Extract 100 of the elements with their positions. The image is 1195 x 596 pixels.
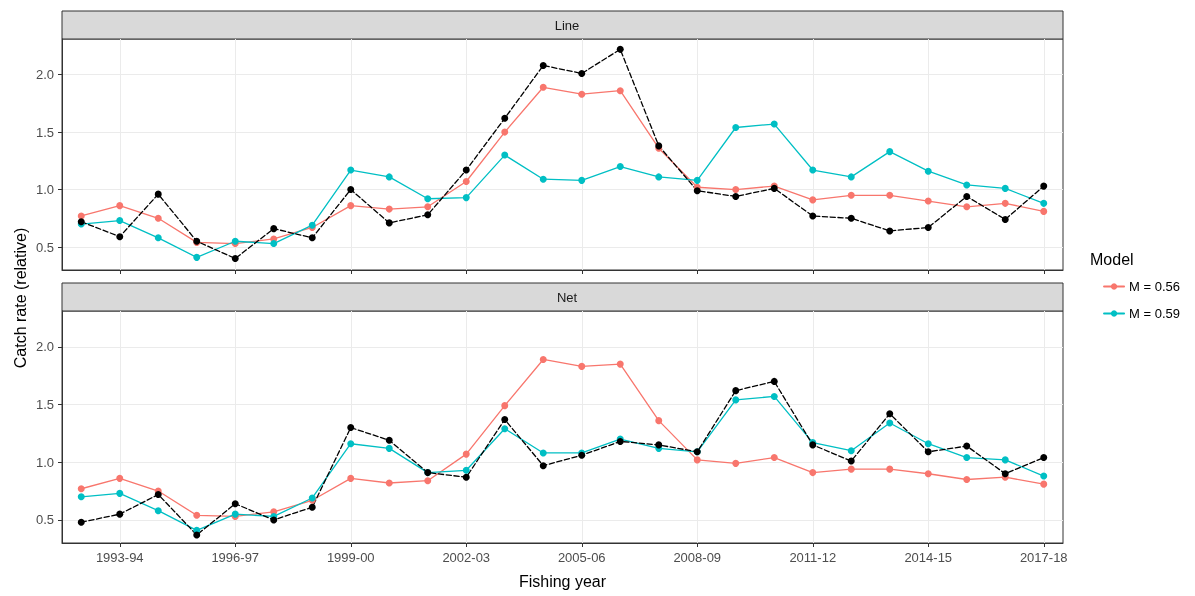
point — [1001, 456, 1009, 464]
point — [501, 114, 509, 122]
point — [616, 360, 624, 368]
legend-label: M = 0.59 — [1129, 306, 1181, 321]
point — [1040, 472, 1048, 480]
point — [231, 255, 239, 263]
x-tick-label: 2011-12 — [789, 550, 837, 565]
point — [193, 253, 201, 261]
point — [385, 219, 393, 227]
point — [732, 387, 740, 395]
point — [616, 87, 624, 95]
point — [886, 191, 894, 199]
point — [424, 477, 432, 485]
point — [732, 192, 740, 200]
y-axis-title: Catch rate (relative) — [11, 227, 29, 369]
point — [347, 440, 355, 448]
point — [886, 227, 894, 235]
point — [693, 187, 701, 195]
point — [539, 355, 547, 363]
x-tick-label: 1999-00 — [326, 550, 375, 565]
y-tick-label: 0.5 — [35, 239, 54, 255]
point — [886, 465, 894, 473]
x-tick-label: 2014-15 — [904, 550, 953, 565]
point — [924, 223, 932, 231]
point — [1040, 207, 1048, 215]
x-tick-label: 1993-94 — [95, 550, 144, 565]
point — [924, 167, 932, 175]
y-tick-label: 2.0 — [35, 67, 54, 83]
point — [385, 173, 393, 181]
point — [578, 90, 586, 98]
point — [809, 212, 817, 220]
y-tick-label: 1.5 — [35, 396, 54, 412]
x-tick-label: 2008-09 — [673, 550, 722, 565]
y-tick-label: 1.0 — [35, 454, 54, 470]
point — [116, 202, 124, 210]
point — [809, 196, 817, 204]
point — [770, 454, 778, 462]
point — [616, 45, 624, 53]
point — [77, 485, 85, 493]
point — [539, 175, 547, 183]
point — [424, 203, 432, 211]
point — [770, 120, 778, 128]
point — [886, 419, 894, 427]
point — [154, 190, 162, 198]
point — [847, 457, 855, 465]
y-tick-label: 1.5 — [35, 124, 54, 140]
point — [963, 192, 971, 200]
point — [963, 454, 971, 462]
point — [347, 474, 355, 482]
point — [501, 416, 509, 423]
point — [77, 518, 85, 526]
point — [770, 392, 778, 400]
point — [385, 444, 393, 452]
point — [193, 511, 201, 519]
chart-title: Net — [556, 290, 578, 305]
point — [924, 197, 932, 205]
point — [732, 459, 740, 467]
point — [462, 178, 470, 186]
point — [693, 456, 701, 464]
x-tick-label: 2002-03 — [442, 550, 491, 565]
point — [809, 469, 817, 477]
point — [655, 173, 663, 181]
point — [1040, 199, 1048, 207]
point — [693, 176, 701, 184]
point — [539, 83, 547, 91]
legend-title: Model — [1090, 250, 1134, 268]
point — [847, 465, 855, 473]
point — [770, 377, 778, 385]
y-tick-label: 2.0 — [35, 339, 54, 355]
point — [462, 194, 470, 202]
point — [462, 450, 470, 458]
point — [193, 531, 201, 539]
point — [539, 61, 547, 69]
point — [578, 69, 586, 77]
point — [1001, 199, 1009, 207]
point — [347, 424, 355, 432]
point — [578, 176, 586, 184]
point — [501, 402, 509, 410]
y-tick-label: 0.5 — [35, 512, 54, 528]
point — [462, 466, 470, 474]
point — [154, 234, 162, 242]
point — [847, 447, 855, 455]
point — [732, 186, 740, 194]
point — [424, 195, 432, 203]
point — [963, 203, 971, 211]
x-tick-label: 1996-97 — [211, 550, 260, 565]
point — [77, 493, 85, 501]
point — [886, 410, 894, 418]
point — [231, 500, 239, 508]
point — [116, 474, 124, 482]
point — [385, 205, 393, 213]
point — [886, 148, 894, 156]
point — [963, 442, 971, 450]
point — [578, 362, 586, 370]
point — [347, 166, 355, 174]
point — [270, 516, 278, 524]
point — [501, 128, 509, 136]
x-tick-label: 2005-06 — [557, 550, 606, 565]
point — [924, 470, 932, 478]
legend-label: M = 0.56 — [1129, 279, 1181, 294]
